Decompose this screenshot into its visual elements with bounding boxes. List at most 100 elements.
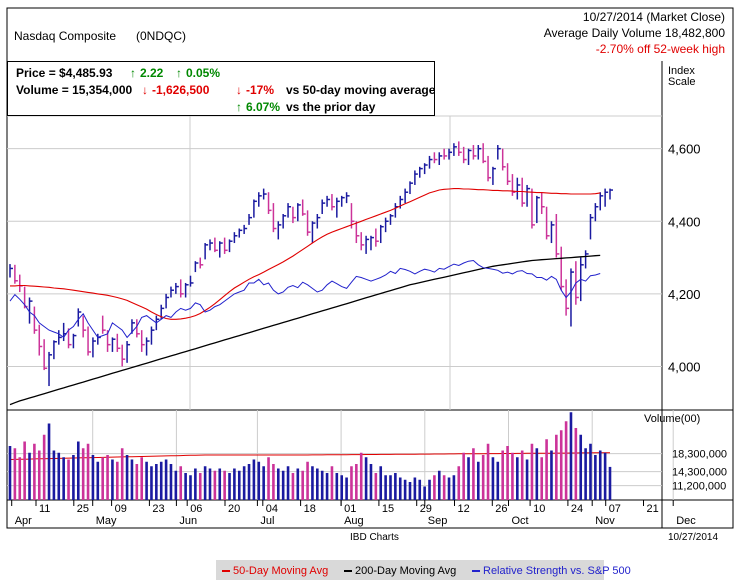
ma200-line <box>9 254 601 406</box>
volume-bar <box>272 464 275 500</box>
x-tick-label: Oct <box>512 515 529 527</box>
legend-rs-label: Relative Strength vs. S&P 500 <box>483 565 631 577</box>
volume-bar <box>569 412 573 500</box>
volume-bar <box>286 466 290 500</box>
volume-bar <box>42 434 46 500</box>
ma50-line <box>10 188 601 320</box>
price-change: 2.22 <box>140 66 164 80</box>
volume-bar <box>530 443 534 500</box>
volume-bar <box>403 479 407 500</box>
volume-bar <box>208 468 212 500</box>
volume-bar <box>150 466 153 500</box>
stats-box: Price = $4,485.93 ↑ 2.22 ↑ 0.05% Volume … <box>7 61 435 116</box>
volume-bar <box>120 448 124 500</box>
volume-bar <box>159 461 163 500</box>
prior-day-up-icon: ↑ <box>236 100 242 114</box>
volume-label: Volume = 15,354,000 <box>16 83 133 97</box>
volume-bar <box>579 434 583 500</box>
volume-bar <box>345 477 348 500</box>
legend-ma50: 50-Day Moving Avg <box>222 565 328 577</box>
x-tick-label: Apr <box>15 515 32 527</box>
volume-bar <box>598 450 602 500</box>
volume-bar <box>125 455 129 500</box>
volume-bar <box>608 466 612 500</box>
volume-bar <box>379 466 383 500</box>
price-change-pct: 0.05% <box>186 66 221 80</box>
volume-bar <box>437 470 441 500</box>
x-tick-label: 18 <box>304 503 316 515</box>
volume-bar <box>101 457 104 500</box>
volume-bar <box>291 473 295 500</box>
source-label: IBD Charts <box>350 532 399 543</box>
price-tick-label: 4,200 <box>668 287 701 302</box>
volume-bar <box>13 448 17 500</box>
volume-bar <box>62 457 65 500</box>
volume-bar <box>145 461 148 500</box>
volume-bar <box>57 452 61 500</box>
x-tick-label: 11 <box>39 503 50 515</box>
volume-change-down-icon: ↓ <box>142 83 148 97</box>
volume-bar <box>111 459 114 500</box>
vs-50day-label: vs 50-day moving average <box>286 83 436 97</box>
volume-bar <box>8 446 12 500</box>
volume-bar <box>384 475 387 500</box>
volume-bar <box>33 443 36 500</box>
x-tick-label: 04 <box>266 503 278 515</box>
volume-bar <box>413 477 417 500</box>
x-tick-label: 12 <box>458 503 470 515</box>
avg-volume-line: Average Daily Volume 18,482,800 <box>543 26 725 40</box>
price-change-up-icon: ↑ <box>130 66 136 80</box>
volume-bar <box>535 448 539 500</box>
volume-bar <box>472 448 475 500</box>
volume-bar <box>213 470 217 500</box>
volume-bar <box>467 457 470 500</box>
volume-bar <box>267 457 270 500</box>
volume-change-pct: -17% <box>246 83 275 97</box>
volume-bar <box>155 464 158 500</box>
volume-bar <box>369 464 373 500</box>
volume-bar <box>520 450 524 500</box>
volume-bar <box>408 482 412 500</box>
volume-bar <box>296 468 300 500</box>
volume-bar <box>91 455 95 500</box>
volume-bar <box>130 459 134 500</box>
volume-bar <box>340 475 344 500</box>
volume-tick-label: 11,200,000 <box>672 481 726 493</box>
volume-bars <box>8 412 612 500</box>
x-tick-label: 07 <box>609 503 621 515</box>
volume-bar <box>233 468 236 500</box>
volume-bar <box>545 439 548 500</box>
volume-bar <box>203 466 207 500</box>
volume-bar <box>476 461 480 500</box>
prior-day-pct: 6.07% <box>246 100 281 114</box>
price-change-pct-up-icon: ↑ <box>176 66 182 80</box>
x-tick-label: 24 <box>571 503 583 515</box>
volume-bar <box>247 464 251 500</box>
volume-bar <box>355 464 358 500</box>
index-scale-label: Index Scale <box>668 65 696 88</box>
relative-strength-line <box>9 259 601 339</box>
volume-bar <box>447 477 451 500</box>
volume-bar <box>276 468 280 500</box>
x-tick-label: 09 <box>115 503 127 515</box>
volume-bar <box>242 466 246 500</box>
volume-change: -1,626,500 <box>152 83 210 97</box>
volume-bar <box>350 466 353 500</box>
legend-ma200: 200-Day Moving Avg <box>344 565 456 577</box>
volume-bar <box>281 470 285 500</box>
volume-bar <box>325 473 329 500</box>
volume-bar <box>491 457 495 500</box>
index-symbol: (0NDQC) <box>136 29 186 43</box>
volume-bar <box>23 441 26 500</box>
volume-bar <box>525 459 529 500</box>
volume-bar <box>311 466 314 500</box>
volume-bar <box>228 473 231 500</box>
volume-bar <box>184 473 187 500</box>
volume-bar <box>496 461 500 500</box>
x-tick-label: 15 <box>382 503 394 515</box>
volume-tick-label: 18,300,000 <box>672 449 727 461</box>
x-tick-label: 21 <box>647 503 659 515</box>
volume-bar <box>252 459 256 500</box>
volume-bar <box>398 477 402 500</box>
